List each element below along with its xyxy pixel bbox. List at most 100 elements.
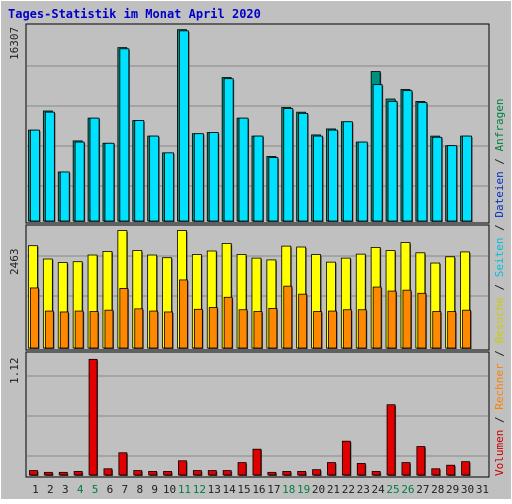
bar-volumen-day-3 bbox=[58, 471, 68, 476]
bar-volumen-day-23 bbox=[356, 463, 366, 476]
max-label-volume: 1.12 bbox=[8, 358, 21, 385]
chart-title: Tages-Statistik im Monat April 2020 bbox=[8, 7, 261, 21]
x-tick-label: 24 bbox=[372, 483, 386, 496]
legend-entry: / bbox=[493, 410, 506, 430]
x-tick-label: 19 bbox=[297, 483, 310, 496]
bar-volumen-day-26 bbox=[401, 462, 411, 476]
bar-volumen-day-8 bbox=[133, 470, 143, 476]
bar-besuche-day-11 bbox=[179, 279, 188, 349]
x-tick-label: 7 bbox=[122, 483, 129, 496]
bar-besuche-day-22 bbox=[342, 309, 352, 349]
x-tick-label: 12 bbox=[193, 483, 206, 496]
bar-besuche-day-24 bbox=[372, 286, 382, 349]
bar-besuche-day-5 bbox=[89, 311, 99, 349]
bar-besuche-day-21 bbox=[328, 310, 337, 349]
bar-volumen-day-19 bbox=[297, 471, 307, 476]
x-tick-label: 31 bbox=[476, 483, 489, 496]
x-tick-label: 8 bbox=[136, 483, 143, 496]
x-tick-label: 23 bbox=[357, 483, 370, 496]
bar-dateien-day-11 bbox=[179, 30, 189, 222]
right-legend: Volumen / Rechner / Besuche / Seiten / D… bbox=[493, 98, 506, 476]
bar-dateien-day-18 bbox=[283, 108, 294, 222]
x-tick-label: 30 bbox=[461, 483, 474, 496]
bar-volumen-day-12 bbox=[192, 470, 202, 476]
x-tick-label: 22 bbox=[342, 483, 355, 496]
bar-volumen-day-24 bbox=[371, 471, 381, 476]
bar-besuche-day-7 bbox=[119, 287, 129, 349]
bar-besuche-day-8 bbox=[134, 308, 144, 349]
bar-besuche-day-1 bbox=[30, 287, 39, 349]
legend-entry: Besuche bbox=[493, 297, 506, 343]
bar-dateien-day-10 bbox=[164, 152, 174, 222]
x-tick-label: 3 bbox=[62, 483, 69, 496]
bar-volumen-day-22 bbox=[341, 440, 351, 476]
x-tick-label: 13 bbox=[208, 483, 221, 496]
bar-dateien-day-3 bbox=[59, 171, 70, 222]
bar-besuche-day-13 bbox=[208, 307, 218, 349]
x-tick-label: 11 bbox=[178, 483, 191, 496]
bar-dateien-day-22 bbox=[342, 121, 353, 222]
bar-dateien-day-14 bbox=[223, 78, 234, 222]
x-tick-label: 2 bbox=[47, 483, 54, 496]
bar-dateien-day-25 bbox=[387, 101, 398, 222]
bar-volumen-day-11 bbox=[178, 460, 187, 476]
bar-dateien-day-8 bbox=[134, 120, 145, 222]
bar-dateien-day-24 bbox=[372, 84, 383, 222]
bar-dateien-day-6 bbox=[104, 142, 115, 222]
x-axis-labels: 1 2 3 4 5 6 7 8 9 10 11 12 13 14 15 16 17 18 19 20 21 22 23 24 2… bbox=[32, 483, 489, 496]
legend-entry: Anfragen bbox=[493, 98, 506, 151]
bar-besuche-day-28 bbox=[432, 311, 442, 349]
legend-entry: / bbox=[493, 344, 506, 364]
bar-besuche-day-29 bbox=[447, 311, 457, 349]
bar-besuche-day-30 bbox=[462, 309, 471, 349]
x-tick-label: 28 bbox=[431, 483, 444, 496]
bar-besuche-day-6 bbox=[104, 309, 114, 349]
bar-dateien-day-21 bbox=[328, 129, 338, 222]
bar-volumen-day-9 bbox=[148, 471, 158, 476]
max-label-requests: 16307 bbox=[8, 27, 21, 60]
legend-entry: Volumen bbox=[493, 430, 506, 476]
legend-entry: / bbox=[493, 151, 506, 171]
bar-dateien-day-19 bbox=[298, 112, 309, 222]
bar-dateien-day-28 bbox=[432, 136, 443, 222]
x-tick-label: 21 bbox=[327, 483, 340, 496]
bar-dateien-day-30 bbox=[462, 135, 472, 222]
x-tick-label: 25 bbox=[386, 483, 399, 496]
bar-volumen-day-5 bbox=[88, 358, 98, 476]
x-tick-label: 4 bbox=[77, 483, 84, 496]
bar-besuche-day-19 bbox=[298, 293, 308, 349]
bar-volumen-day-20 bbox=[312, 469, 321, 476]
x-tick-label: 5 bbox=[92, 483, 99, 496]
bar-besuche-day-12 bbox=[193, 308, 203, 349]
x-tick-label: 1 bbox=[32, 483, 39, 496]
x-tick-label: 26 bbox=[401, 483, 414, 496]
x-tick-label: 10 bbox=[163, 483, 176, 496]
legend-entry: / bbox=[493, 277, 506, 297]
bar-dateien-day-15 bbox=[238, 117, 249, 222]
bar-dateien-day-9 bbox=[149, 135, 160, 222]
x-tick-label: 18 bbox=[282, 483, 295, 496]
bar-dateien-day-13 bbox=[208, 132, 219, 222]
bar-volumen-day-4 bbox=[73, 471, 83, 476]
bar-volumen-day-14 bbox=[222, 470, 232, 476]
bar-dateien-day-7 bbox=[119, 48, 130, 222]
bar-volumen-day-17 bbox=[267, 471, 277, 476]
bar-besuche-day-18 bbox=[283, 285, 293, 349]
x-tick-label: 16 bbox=[252, 483, 265, 496]
bar-besuche-day-3 bbox=[59, 311, 69, 349]
bar-dateien-day-12 bbox=[193, 133, 204, 222]
bar-volumen-day-7 bbox=[118, 452, 128, 476]
bar-besuche-day-16 bbox=[253, 311, 263, 349]
bar-volumen-day-6 bbox=[103, 468, 113, 476]
x-tick-label: 29 bbox=[446, 483, 459, 496]
bar-volumen-day-30 bbox=[461, 461, 470, 476]
bar-dateien-day-27 bbox=[417, 102, 428, 222]
x-tick-label: 27 bbox=[416, 483, 429, 496]
bar-volumen-day-27 bbox=[416, 446, 426, 476]
x-tick-label: 17 bbox=[267, 483, 280, 496]
bar-besuche-day-23 bbox=[357, 309, 367, 349]
bar-volumen-day-15 bbox=[237, 462, 247, 476]
bar-besuche-day-14 bbox=[223, 296, 233, 349]
bar-besuche-day-25 bbox=[387, 290, 397, 349]
